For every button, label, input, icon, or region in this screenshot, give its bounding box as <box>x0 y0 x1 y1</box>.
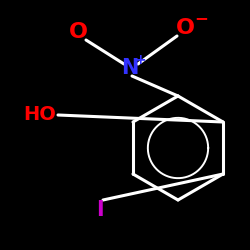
Text: I: I <box>96 200 104 220</box>
Text: HO: HO <box>24 106 56 124</box>
Text: +: + <box>134 53 146 67</box>
Text: O: O <box>68 22 87 42</box>
Text: −: − <box>194 9 208 27</box>
Text: O: O <box>176 18 195 38</box>
Text: N: N <box>121 58 139 78</box>
